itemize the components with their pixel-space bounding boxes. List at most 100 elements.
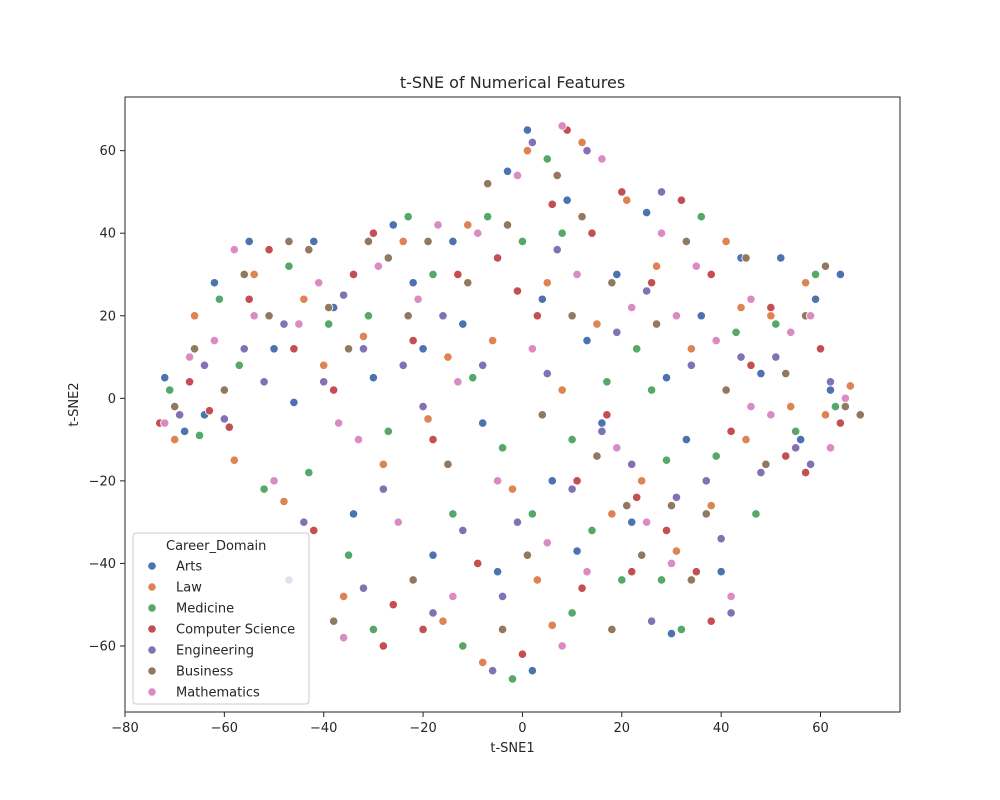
data-point bbox=[537, 410, 547, 420]
data-point bbox=[264, 311, 274, 321]
data-point bbox=[184, 377, 195, 387]
data-point bbox=[378, 641, 388, 651]
data-point bbox=[547, 476, 557, 486]
data-point bbox=[358, 344, 369, 354]
data-point bbox=[542, 368, 552, 379]
data-point bbox=[234, 360, 244, 370]
data-point bbox=[304, 245, 314, 255]
data-point bbox=[388, 220, 398, 230]
data-point bbox=[338, 633, 349, 643]
data-point bbox=[388, 600, 398, 610]
data-point bbox=[309, 236, 319, 247]
y-axis: −60 −40 −20 0 20 40 60 bbox=[89, 144, 125, 654]
data-point bbox=[363, 311, 374, 321]
data-point bbox=[557, 121, 567, 131]
data-point bbox=[284, 236, 294, 247]
points-layer bbox=[155, 121, 865, 684]
data-point bbox=[512, 170, 523, 181]
data-point bbox=[612, 443, 622, 453]
data-point bbox=[478, 360, 488, 370]
data-point bbox=[776, 253, 786, 263]
data-point bbox=[691, 261, 701, 271]
data-point bbox=[542, 154, 552, 164]
data-point bbox=[627, 517, 637, 527]
data-point bbox=[766, 302, 776, 313]
data-point bbox=[612, 269, 622, 280]
data-point bbox=[517, 236, 528, 247]
data-point bbox=[517, 649, 528, 659]
y-tick-label: 20 bbox=[99, 309, 116, 324]
data-point bbox=[642, 286, 652, 296]
data-point bbox=[582, 146, 592, 156]
data-point bbox=[497, 443, 508, 453]
data-point bbox=[701, 476, 711, 486]
legend-label: Arts bbox=[176, 560, 202, 575]
x-tick-label: −20 bbox=[409, 721, 436, 736]
data-point bbox=[418, 624, 428, 635]
data-point bbox=[647, 385, 657, 395]
data-point bbox=[522, 146, 533, 156]
data-point bbox=[666, 558, 677, 569]
data-point bbox=[825, 377, 836, 387]
data-point bbox=[686, 344, 696, 354]
data-point bbox=[766, 410, 776, 420]
x-tick-label: −60 bbox=[211, 721, 238, 736]
data-point bbox=[269, 344, 279, 354]
data-point bbox=[180, 426, 190, 436]
x-tick-label: −80 bbox=[111, 721, 138, 736]
data-point bbox=[527, 509, 537, 519]
data-point bbox=[428, 608, 438, 618]
data-point bbox=[319, 377, 329, 387]
data-point bbox=[428, 550, 438, 560]
data-point bbox=[175, 410, 185, 420]
data-point bbox=[408, 335, 418, 346]
data-point bbox=[746, 401, 756, 412]
data-point bbox=[428, 269, 438, 280]
data-point bbox=[224, 422, 234, 432]
data-point bbox=[557, 385, 567, 395]
data-point bbox=[383, 426, 393, 436]
data-point bbox=[845, 381, 855, 391]
data-point bbox=[572, 269, 582, 280]
data-point bbox=[289, 397, 299, 408]
data-point bbox=[324, 302, 334, 313]
legend-title: Career_Domain bbox=[166, 539, 266, 554]
data-point bbox=[547, 199, 557, 209]
data-point bbox=[438, 616, 448, 626]
data-point bbox=[597, 154, 607, 164]
data-point bbox=[676, 195, 687, 205]
data-point bbox=[353, 434, 364, 445]
data-point bbox=[716, 567, 726, 577]
data-point bbox=[259, 484, 269, 494]
data-point bbox=[468, 373, 478, 383]
data-point bbox=[671, 546, 682, 556]
data-point bbox=[647, 616, 657, 626]
x-tick-label: 60 bbox=[812, 721, 829, 736]
data-point bbox=[160, 373, 170, 383]
data-point bbox=[299, 294, 309, 304]
data-point bbox=[343, 344, 354, 354]
data-point bbox=[428, 434, 438, 445]
data-point bbox=[746, 294, 756, 304]
data-point bbox=[438, 311, 448, 321]
y-tick-label: −20 bbox=[89, 474, 116, 489]
series-engineering bbox=[175, 137, 836, 676]
data-point bbox=[552, 170, 562, 181]
data-point bbox=[522, 125, 533, 135]
data-point bbox=[592, 319, 602, 329]
data-point bbox=[264, 245, 274, 255]
x-axis-title: t-SNE1 bbox=[490, 741, 534, 756]
data-point bbox=[403, 311, 413, 321]
data-point bbox=[691, 567, 701, 577]
data-point bbox=[801, 468, 811, 478]
data-point bbox=[676, 624, 687, 635]
data-point bbox=[835, 418, 845, 428]
data-point bbox=[756, 468, 766, 478]
data-point bbox=[219, 414, 229, 424]
data-point bbox=[408, 575, 418, 585]
data-point bbox=[830, 401, 841, 412]
data-point bbox=[527, 344, 537, 354]
data-point bbox=[492, 567, 503, 577]
data-point bbox=[368, 373, 378, 383]
